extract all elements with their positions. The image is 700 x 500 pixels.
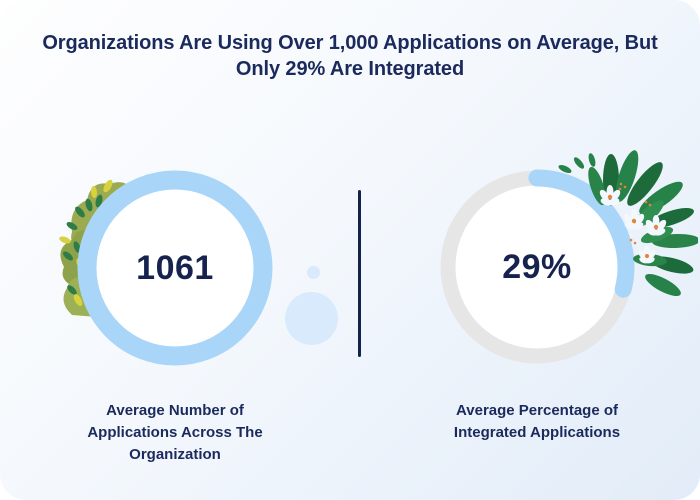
flower-icon	[599, 185, 667, 264]
donut-chart-integrated: 29%	[437, 167, 637, 367]
apps-caption-text: Average Number of Applications Across Th…	[87, 402, 263, 463]
decor-dot-large	[285, 292, 338, 345]
integrated-caption-text: Average Percentage of Integrated Applica…	[453, 402, 621, 441]
infographic-title: Organizations Are Using Over 1,000 Appli…	[42, 32, 658, 80]
integrated-caption: Average Percentage of Integrated Applica…	[402, 400, 672, 444]
apps-ring	[77, 170, 273, 366]
apps-value: 1061	[136, 248, 214, 287]
integrated-arc-path	[528, 169, 635, 298]
integrated-value: 29%	[502, 247, 572, 286]
apps-caption: Average Number of Applications Across Th…	[40, 400, 310, 466]
donut-ring-integrated	[440, 169, 635, 364]
right-plant-illustration	[558, 150, 698, 297]
donut-ring-apps	[77, 170, 273, 366]
decor-dot-small	[307, 266, 320, 279]
donut-chart-average-apps: 1061	[75, 168, 275, 368]
divider-line	[358, 190, 361, 357]
